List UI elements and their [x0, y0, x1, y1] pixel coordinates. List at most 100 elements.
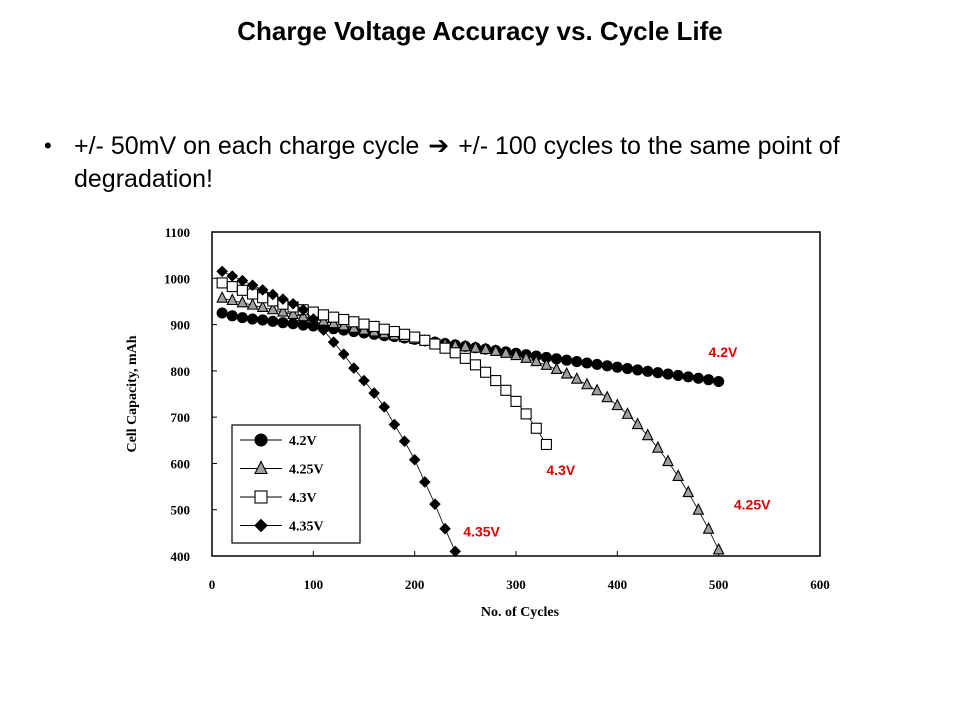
data-point [611, 398, 624, 411]
x-tick-label: 100 [304, 577, 324, 592]
series-layer [216, 265, 725, 558]
data-point [641, 428, 654, 441]
data-point [388, 418, 401, 431]
data-point [621, 407, 634, 419]
chart-legend: 4.2V 4.25V 4.3V 4.35V [231, 424, 361, 544]
x-tick-label: 500 [709, 577, 729, 592]
data-point [226, 270, 239, 282]
y-tick-label: 900 [171, 318, 191, 333]
data-point [571, 356, 583, 368]
data-point [540, 438, 552, 451]
data-point [256, 300, 269, 312]
data-point [692, 372, 704, 384]
series-annotation: 4.35V [463, 524, 500, 540]
x-tick-label: 400 [608, 577, 628, 592]
legend-marker [254, 460, 268, 475]
data-point [459, 339, 472, 352]
data-point [216, 277, 228, 289]
data-point [702, 521, 715, 534]
data-point [297, 309, 310, 322]
data-point [236, 312, 248, 324]
legend-label: 4.3V [289, 491, 317, 506]
data-point [479, 342, 492, 355]
data-point [632, 364, 644, 376]
data-point [560, 366, 573, 379]
legend-entry: 4.35V [240, 518, 324, 535]
legend-entry: 4.2V [240, 433, 317, 449]
data-point [439, 342, 451, 354]
series-4-3V [216, 277, 552, 451]
data-point [328, 311, 340, 323]
data-point [287, 318, 299, 330]
data-point [287, 297, 299, 310]
legend-label: 4.25V [289, 463, 324, 478]
slide-title: Charge Voltage Accuracy vs. Cycle Life [237, 16, 723, 46]
data-point [489, 344, 502, 356]
y-tick-label: 700 [171, 410, 191, 425]
data-point [256, 284, 269, 296]
data-point [297, 303, 309, 316]
legend-label: 4.2V [289, 434, 317, 449]
data-point [601, 390, 614, 403]
data-point [449, 347, 461, 359]
data-point [480, 366, 492, 378]
data-point [277, 304, 289, 317]
data-point [267, 315, 279, 327]
x-tick-label: 0 [209, 577, 216, 592]
data-point [642, 365, 654, 377]
data-point [591, 383, 603, 396]
data-point [500, 384, 512, 396]
data-point [469, 340, 482, 353]
data-point [611, 361, 623, 373]
data-point [581, 377, 593, 390]
data-point [712, 542, 725, 555]
data-point [550, 362, 563, 375]
legend-marker [254, 433, 268, 447]
data-point [388, 325, 400, 338]
bullet-text-before-arrow: +/- 50mV on each charge cycle [74, 132, 420, 160]
axes: 400 500 600 700 800 900 1000 1100 0 100 200 300 400 5… [125, 225, 830, 620]
legend-entry: 4.3V [240, 490, 317, 506]
data-point [429, 498, 441, 510]
data-point [266, 302, 279, 315]
data-point [236, 284, 248, 296]
data-point [510, 348, 522, 361]
series-annotation: 4.3V [546, 462, 575, 478]
data-point [419, 476, 431, 488]
data-point [682, 485, 695, 498]
data-point [601, 360, 613, 372]
y-axis-title: Cell Capacity, mAh [125, 335, 140, 452]
data-point [358, 374, 370, 387]
data-point [327, 336, 340, 348]
data-point [591, 358, 603, 370]
data-point [368, 320, 380, 332]
data-point [317, 324, 330, 336]
data-point [581, 357, 593, 369]
data-point [216, 290, 229, 303]
data-point [216, 265, 228, 278]
y-tick-label: 1000 [164, 271, 190, 286]
data-point [662, 368, 674, 380]
legend-entry: 4.25V [240, 460, 324, 478]
data-point [226, 281, 238, 293]
data-point [226, 293, 239, 306]
series-annotation: 4.25V [734, 497, 771, 513]
data-point [277, 293, 289, 305]
data-point [439, 522, 451, 535]
data-point [307, 313, 320, 325]
data-point [378, 401, 391, 413]
data-point [682, 371, 694, 383]
data-point [409, 331, 421, 343]
x-axis-title: No. of Cycles [481, 605, 560, 620]
x-tick-label: 600 [810, 577, 830, 592]
data-point [631, 417, 644, 430]
data-point [621, 362, 634, 375]
data-point [398, 435, 411, 447]
bullet-text-after-arrow: +/- 100 cycles to the same point of degr… [74, 132, 840, 193]
data-point [520, 408, 532, 420]
data-point [702, 374, 715, 386]
data-point [337, 348, 350, 360]
annotation-layer: 4.2V 4.25V 4.3V 4.35V [463, 344, 771, 540]
x-tick-label: 200 [405, 577, 425, 592]
